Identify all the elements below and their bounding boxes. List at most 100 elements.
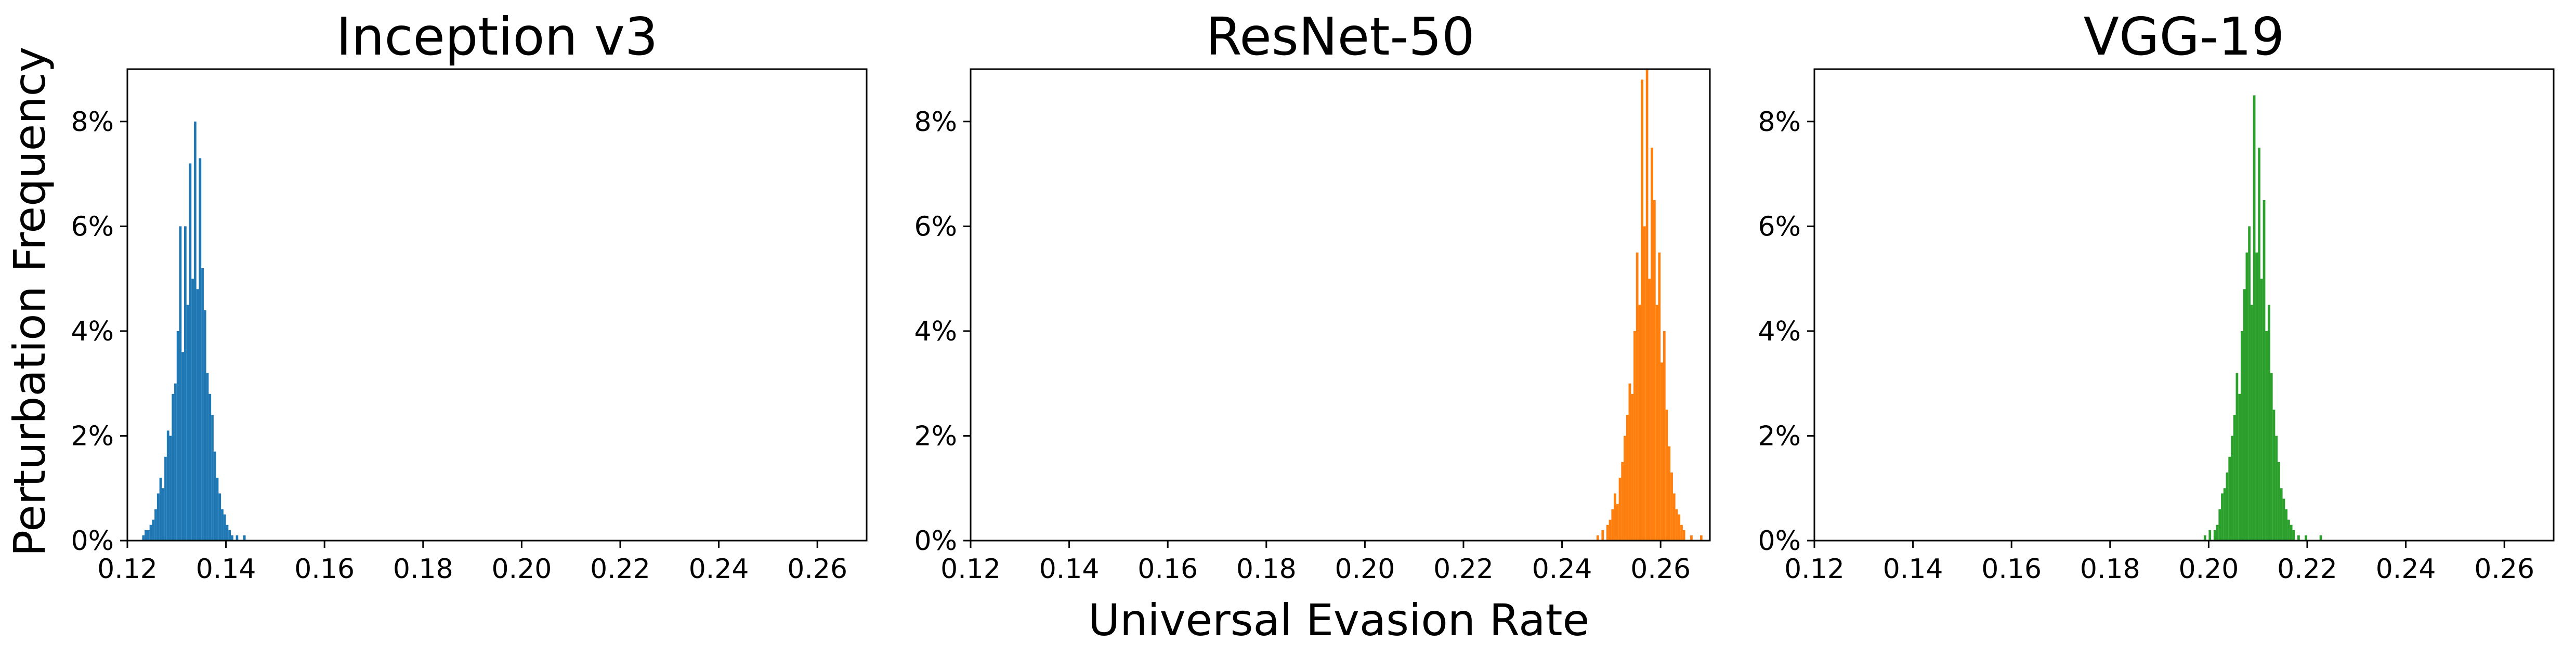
- histogram-bar: [216, 478, 219, 541]
- histogram-bar: [236, 535, 239, 541]
- histogram-bar: [1700, 535, 1703, 541]
- histogram-bar: [1655, 305, 1658, 541]
- histogram-bar: [2268, 305, 2270, 541]
- x-tick-label: 0.12: [940, 554, 1001, 585]
- y-tick-label: 8%: [914, 107, 958, 138]
- x-tick-label: 0.16: [1981, 554, 2042, 585]
- y-axis-label: Perturbation Frequency: [4, 47, 55, 557]
- histogram-bar: [2248, 226, 2251, 541]
- histogram-bar: [2272, 410, 2276, 541]
- x-axis-label: Universal Evasion Rate: [1088, 595, 1590, 646]
- chart-panel: 0.12 0.14 0.16 0.18 0.20 0.22 0.24 0.26 0% 2% 4% 6%…: [914, 6, 1711, 585]
- histogram-bar: [2275, 436, 2278, 541]
- histogram-bar: [2243, 289, 2246, 541]
- y-tick-label: 2%: [1758, 421, 1801, 452]
- histogram-bar: [1601, 530, 1604, 541]
- histogram-bar: [2235, 373, 2239, 541]
- y-tick-label: 8%: [1758, 107, 1801, 138]
- histogram-bar: [2213, 530, 2216, 541]
- chart-panel: 0.12 0.14 0.16 0.18 0.20 0.22 0.24 0.26 0% 2% 4% 6%…: [71, 6, 868, 585]
- histogram-bar: [1624, 436, 1626, 541]
- histogram-bar: [1665, 410, 1668, 541]
- y-tick-label: 6%: [1758, 211, 1801, 242]
- histogram-bar: [218, 493, 221, 541]
- histogram-bar: [2282, 498, 2285, 541]
- histogram-bar: [179, 226, 182, 541]
- histogram-bar: [1609, 519, 1612, 541]
- x-tick-label: 0.14: [1039, 554, 1100, 585]
- histogram-bar: [147, 530, 150, 541]
- y-tick-label: 0%: [914, 526, 958, 557]
- histogram-bar: [2233, 415, 2236, 541]
- histogram-bar: [2255, 252, 2258, 541]
- x-tick-label: 0.14: [1883, 554, 1943, 585]
- histogram-bar: [203, 310, 206, 541]
- x-tick-label: 0.20: [492, 554, 552, 585]
- histogram-bar: [2290, 524, 2293, 541]
- histogram-bar: [2216, 524, 2219, 541]
- histogram-bar: [152, 519, 155, 541]
- plot-frame: [970, 68, 1711, 542]
- histogram-bar: [211, 415, 214, 541]
- histogram-bar: [159, 478, 162, 541]
- histogram-bar: [2238, 393, 2241, 541]
- x-tick-label: 0.22: [2277, 554, 2337, 585]
- histogram-bar: [1611, 509, 1614, 541]
- histogram-bar: [2258, 148, 2260, 541]
- histogram-bar: [189, 163, 192, 541]
- histogram-bar: [2218, 509, 2221, 541]
- histogram-bar: [2250, 305, 2253, 541]
- histogram-bar: [2280, 488, 2283, 541]
- histogram-bar: [196, 289, 199, 541]
- histogram-bar: [184, 226, 187, 541]
- x-tick-label: 0.20: [1335, 554, 1395, 585]
- histogram-bar: [1658, 252, 1661, 541]
- histogram-bar: [2223, 488, 2226, 541]
- y-tick-label: 0%: [1758, 526, 1801, 557]
- x-tick-label: 0.22: [1433, 554, 1494, 585]
- histogram-bar: [2260, 279, 2263, 541]
- histogram-bar: [2285, 509, 2288, 541]
- histogram-bar: [226, 524, 229, 541]
- histogram-bar: [1690, 535, 1693, 541]
- histogram-bar: [1648, 279, 1651, 541]
- histogram-bar: [174, 383, 177, 541]
- histogram-bar: [1678, 514, 1681, 541]
- histogram-bar: [1680, 524, 1683, 541]
- histogram-bar: [186, 305, 189, 541]
- y-tick-label: 8%: [71, 107, 114, 138]
- histogram-bar: [154, 509, 157, 541]
- histogram-bar: [2203, 535, 2206, 541]
- x-tick-label: 0.18: [393, 554, 453, 585]
- x-tick-label: 0.26: [787, 554, 847, 585]
- chart-panel: 0.12 0.14 0.16 0.18 0.20 0.22 0.24 0.26 0% 2% 4% 6%…: [1758, 6, 2555, 585]
- histogram-bar: [1614, 493, 1616, 541]
- y-tick-label: 4%: [914, 316, 958, 347]
- x-tick-label: 0.24: [2376, 554, 2436, 585]
- histogram-bar: [199, 158, 202, 541]
- histogram-bar: [191, 279, 194, 541]
- histogram-bar: [1660, 362, 1663, 541]
- histogram-bar: [172, 393, 175, 541]
- chart-title: ResNet-50: [1206, 6, 1474, 67]
- x-tick-label: 0.14: [196, 554, 256, 585]
- histogram-bar: [181, 352, 185, 541]
- histogram-bar: [1641, 80, 1644, 541]
- x-tick-label: 0.20: [2179, 554, 2239, 585]
- x-tick-label: 0.12: [1784, 554, 1845, 585]
- histogram-bar: [162, 488, 165, 541]
- histogram-bar: [243, 535, 246, 541]
- x-tick-label: 0.22: [590, 554, 650, 585]
- histogram-bar: [2265, 331, 2268, 541]
- histogram-bar: [208, 393, 212, 541]
- histogram-bar: [1616, 504, 1619, 541]
- histogram-bar: [231, 535, 233, 541]
- x-tick-label: 0.26: [2474, 554, 2534, 585]
- histogram-bar: [193, 121, 197, 541]
- x-tick-label: 0.16: [294, 554, 355, 585]
- chart-title: Inception v3: [336, 6, 658, 67]
- histogram-bar: [2263, 200, 2266, 541]
- histogram-bar: [1621, 462, 1624, 541]
- histogram-bar: [142, 535, 145, 541]
- histogram-bar: [201, 268, 204, 541]
